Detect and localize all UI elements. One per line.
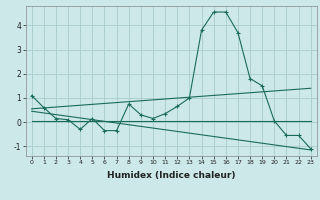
X-axis label: Humidex (Indice chaleur): Humidex (Indice chaleur) [107, 171, 236, 180]
